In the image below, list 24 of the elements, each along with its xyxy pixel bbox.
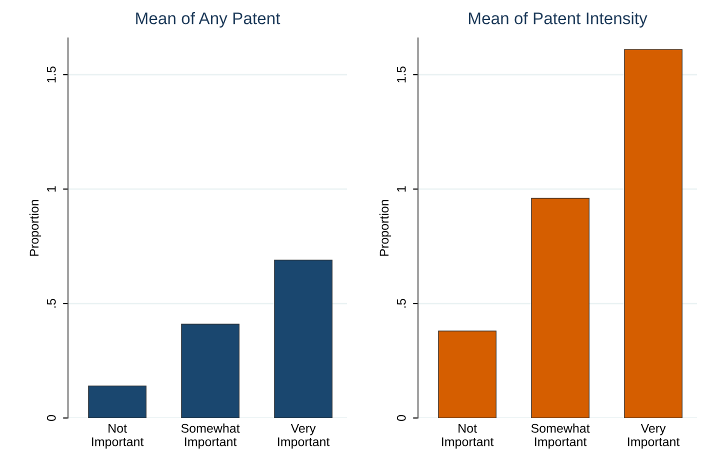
bar — [274, 260, 332, 418]
x-tick-label: Somewhat Important — [181, 424, 240, 449]
chart-title: Mean of Patent Intensity — [469, 12, 648, 28]
y-tick-label: 0 — [46, 415, 56, 421]
y-tick-label: 1.5 — [397, 66, 406, 82]
y-tick-label: 1.5 — [47, 66, 56, 82]
x-tick-label: Very Important — [628, 424, 680, 449]
y-tick-label: 0 — [396, 415, 406, 421]
chart-title: Mean of Any Patent — [136, 12, 280, 28]
bar — [624, 49, 682, 418]
y-tick-label: 1 — [47, 186, 56, 192]
x-tick-label: Not Important — [92, 424, 144, 449]
bar — [438, 330, 496, 418]
bar — [88, 386, 146, 418]
x-tick-label: Not Important — [442, 424, 494, 449]
bar — [531, 198, 590, 418]
x-tick-label: Somewhat Important — [531, 424, 590, 449]
y-axis-title: Proportion — [379, 200, 392, 256]
y-tick-label: .5 — [47, 298, 56, 308]
y-tick-label: 1 — [397, 186, 406, 192]
x-tick-label: Very Important — [278, 424, 330, 449]
y-tick-label: .5 — [397, 298, 406, 308]
y-axis-title: Proportion — [29, 200, 42, 256]
bar — [181, 324, 240, 418]
